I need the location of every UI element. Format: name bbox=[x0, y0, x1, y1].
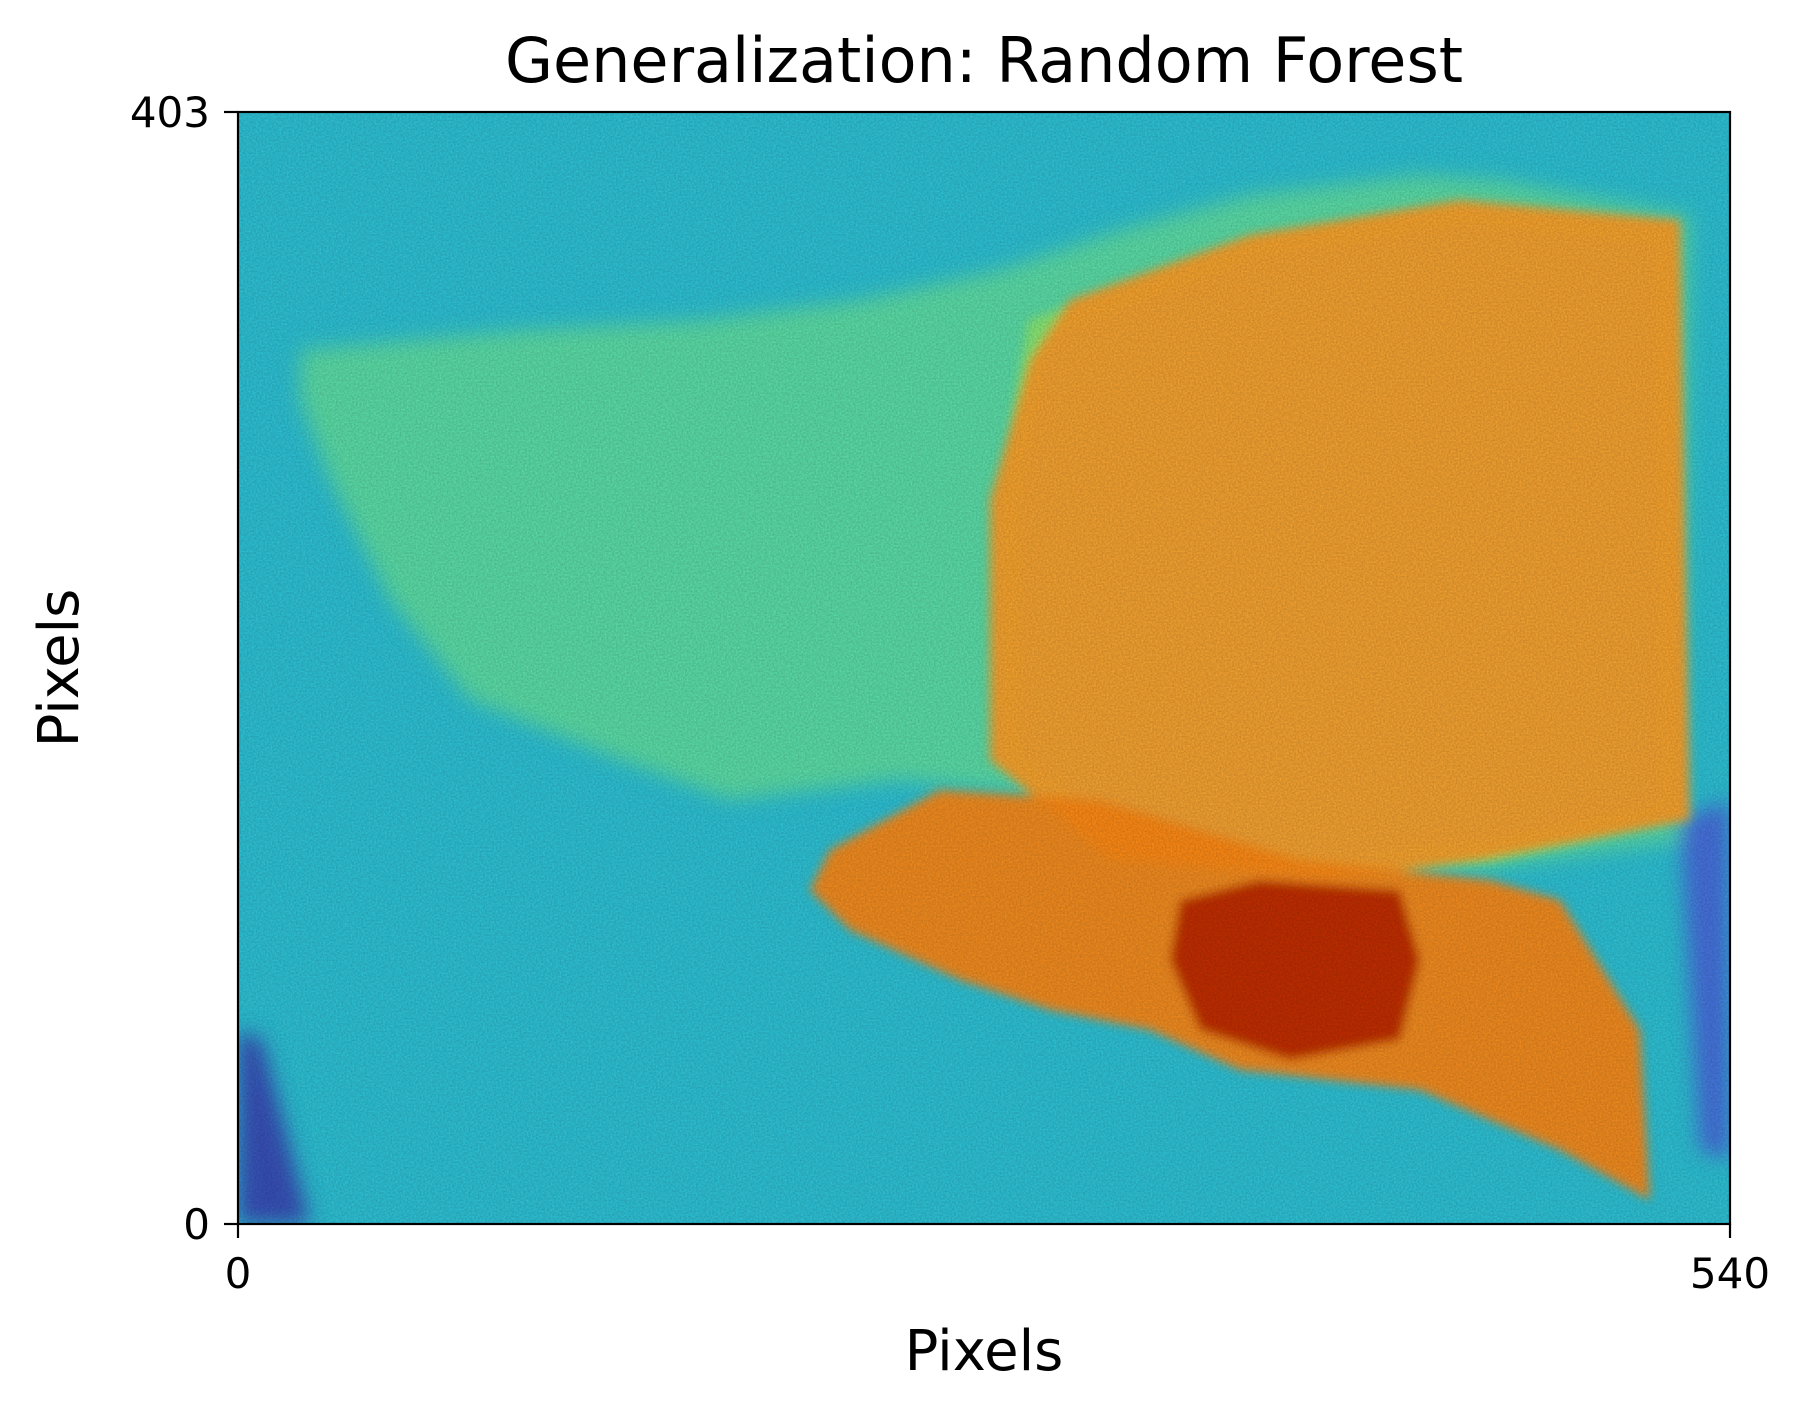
y-axis: 403 0 Pixels bbox=[27, 88, 238, 1249]
x-tick-label: 0 bbox=[225, 1249, 252, 1298]
heatmap-plot-area bbox=[238, 112, 1730, 1224]
x-axis-label: Pixels bbox=[905, 1319, 1064, 1384]
y-tick-label: 0 bbox=[183, 1200, 210, 1249]
y-axis-label: Pixels bbox=[27, 589, 92, 748]
chart-title: Generalization: Random Forest bbox=[505, 24, 1463, 97]
heatmap-texture bbox=[238, 112, 1730, 1224]
plot-frame bbox=[236, 110, 1732, 1226]
y-tick-label: 403 bbox=[130, 88, 210, 137]
x-axis: 0 540 Pixels bbox=[225, 1224, 1770, 1384]
x-tick-label: 540 bbox=[1690, 1249, 1770, 1298]
